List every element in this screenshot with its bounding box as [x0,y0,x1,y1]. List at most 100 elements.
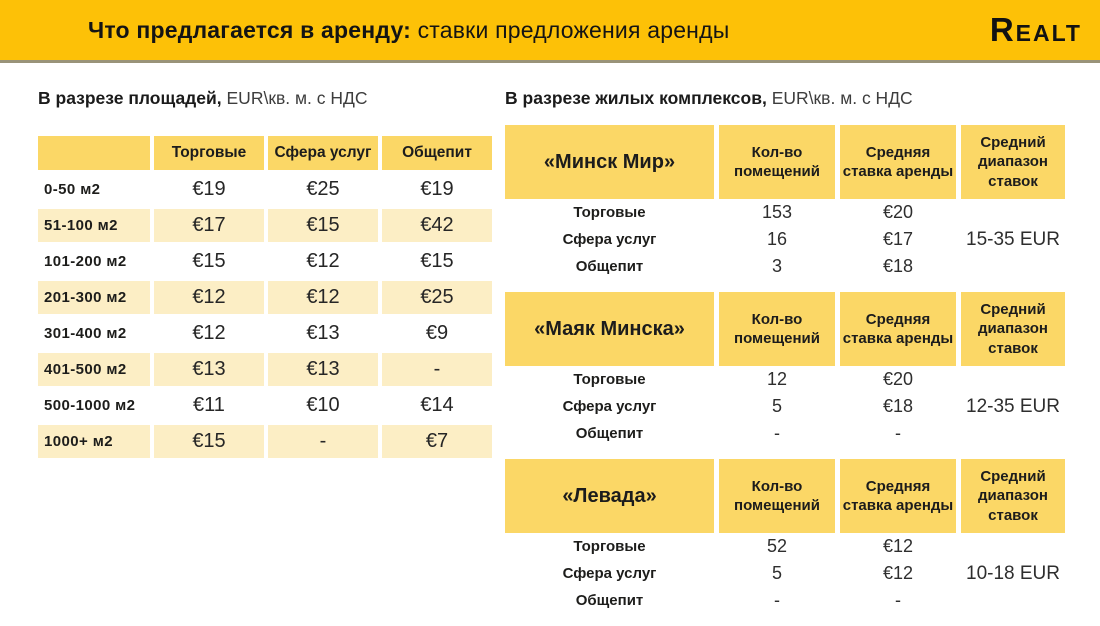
table-row: 500-1000 м2 €11 €10 €14 [38,389,492,422]
rate-cell: €12 [882,536,914,556]
rate-cell: €18 [882,396,914,416]
complex-name: «Минск Мир» [505,125,714,199]
table-row: Торговые 12 €20 12-35 EUR [505,366,1065,417]
rate-cell: €18 [882,256,914,276]
table-row: 101-200 м2 €15 €12 €15 [38,245,492,278]
complexes-section: В разрезе жилых комплексов, EUR\кв. м. с… [505,63,1070,626]
table-row: 201-300 м2 €12 €12 €25 [38,281,492,314]
column-header: Сфера услуг [268,136,378,170]
count-cell: 5 [771,396,782,416]
complex-tables-container: «Минск Мир» Кол-во помещений Средняя ставк… [505,125,1070,614]
complexes-title-regular: EUR\кв. м. с НДС [766,88,913,108]
count-cell: 5 [771,563,782,583]
rate-cell: €11 [193,394,225,416]
rate-cell: €12 [882,563,914,583]
range-cell: 12-35 EUR [966,395,1060,417]
table-row: 401-500 м2 €13 €13- [38,353,492,386]
count-cell: - [774,590,780,610]
range-cell: 10-18 EUR [966,562,1060,584]
page-title: Что предлагается в аренду: ставки предло… [88,17,729,44]
areas-title-bold: В разрезе площадей, [38,88,222,108]
count-cell: 52 [766,536,788,556]
row-label: 101-200 м2 [44,253,127,270]
rate-cell: €13 [268,353,378,386]
rate-cell: €20 [882,202,914,222]
table-row: 0-50 м2 €19 €25 €19 [38,173,492,206]
column-header: Кол-во помещений [719,292,835,366]
count-cell: 16 [766,229,788,249]
rate-cell: €9 [425,322,449,344]
count-cell: 153 [761,202,793,222]
areas-title-regular: EUR\кв. м. с НДС [221,88,368,108]
table-row: 1000+ м2 €15- €7 [38,425,492,458]
realt-logo: Realt [989,11,1082,48]
complex-table: «Минск Мир» Кол-во помещений Средняя ставк… [500,125,1070,280]
table-row: 51-100 м2 €17 €15 €42 [38,209,492,242]
column-header: Средняя ставка аренды [840,292,956,366]
row-label: Сфера услуг [562,565,657,582]
column-header: Средний диапазон ставок [961,125,1065,199]
rate-cell: €42 [382,209,492,242]
row-label: Сфера услуг [562,231,657,248]
area-table-header-row: Торговые Сфера услуг Общепит [38,136,492,170]
table-row: Торговые 153 €20 15-35 EUR [505,199,1065,250]
table-row: Торговые 52 €12 10-18 EUR [505,533,1065,584]
rate-cell: €10 [306,394,340,416]
rate-cell: €15 [268,209,378,242]
rate-cell: €25 [306,178,340,200]
rate-cell: €17 [154,209,264,242]
table-row: Сфера услуг 16 €17 [505,226,1065,253]
row-label: 0-50 м2 [44,181,101,198]
rate-cell: €15 [154,425,264,458]
row-label: Торговые [573,371,646,388]
row-label: 1000+ м2 [38,425,150,458]
row-label: Сфера услуг [562,398,657,415]
header-banner: Что предлагается в аренду: ставки предло… [0,0,1100,63]
rate-cell: €12 [306,250,340,272]
rate-cell: €17 [882,229,914,249]
rate-cell: €15 [420,250,454,272]
count-cell: 12 [766,369,788,389]
column-header: Кол-во помещений [719,125,835,199]
column-header: Торговые [154,136,264,170]
complex-name: «Левада» [505,459,714,533]
rate-cell: - [895,590,901,610]
table-row: 301-400 м2 €12 €13 €9 [38,317,492,350]
rate-cell: - [382,353,492,386]
row-label: 51-100 м2 [38,209,150,242]
complex-header-row: «Левада» Кол-во помещений Средняя ставка а… [505,459,1065,533]
areas-section-title: В разрезе площадей, EUR\кв. м. с НДС [38,88,505,109]
rate-cell: €25 [382,281,492,314]
row-label: Общепит [575,425,644,442]
table-row: Сфера услуг 5 €12 [505,560,1065,587]
column-header: Общепит [382,136,492,170]
complex-table: «Левада» Кол-во помещений Средняя ставка а… [500,459,1070,614]
count-cell: 3 [771,256,782,276]
table-row: Общепит 3 €18 [505,253,1065,280]
rate-cell: - [895,423,901,443]
table-row: Общепит - - [505,420,1065,447]
rate-cell: €7 [382,425,492,458]
count-cell: - [774,423,780,443]
rate-cell: - [268,425,378,458]
rate-cell: €12 [154,281,264,314]
complexes-title-bold: В разрезе жилых комплексов, [505,88,767,108]
rate-cell: €19 [192,178,226,200]
area-rates-table: Торговые Сфера услуг Общепит 0-50 м2 €19 €25 €… [34,133,496,461]
row-label: Торговые [573,204,646,221]
range-cell: 15-35 EUR [966,228,1060,250]
complex-table: «Маяк Минска» Кол-во помещений Средняя ста… [500,292,1070,447]
column-header: Средняя ставка аренды [840,125,956,199]
row-label: Торговые [573,538,646,555]
complex-name: «Маяк Минска» [505,292,714,366]
rate-cell: €12 [268,281,378,314]
corner-cell [38,136,150,170]
complexes-section-title: В разрезе жилых комплексов, EUR\кв. м. с… [505,88,1070,109]
row-label: Общепит [575,258,644,275]
areas-section: В разрезе площадей, EUR\кв. м. с НДС Тор… [0,63,505,626]
page-title-regular: ставки предложения аренды [411,16,730,43]
page-title-bold: Что предлагается в аренду: [88,16,411,43]
column-header: Средняя ставка аренды [840,459,956,533]
main-content: В разрезе площадей, EUR\кв. м. с НДС Тор… [0,63,1100,626]
row-label: 301-400 м2 [44,325,127,342]
